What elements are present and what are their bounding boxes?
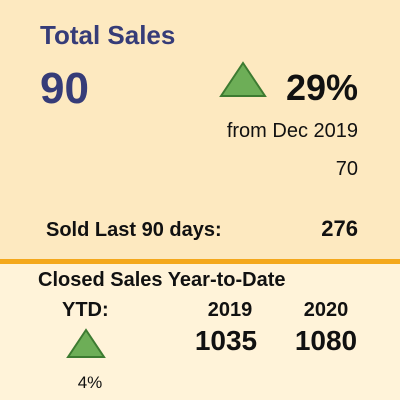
ytd-change: 4% [78,373,103,392]
year-label: 2019 [208,299,253,321]
year-value: 1080 [295,325,357,356]
ytd-label: YTD: [62,299,109,321]
up-arrow [219,61,267,97]
divider [0,259,400,264]
year-label: 2020 [304,299,349,321]
top-panel [0,0,400,262]
bottom-panel [0,264,400,400]
change: 29% [286,67,358,108]
title: Total Sales [40,20,175,50]
year-value: 1035 [195,325,257,356]
up-arrow [66,328,106,358]
last90-label: Sold Last 90 days: [46,219,222,241]
comparison: from Dec 2019 [227,120,358,142]
previous-value: 70 [336,158,358,180]
main-value: 90 [40,64,89,113]
ytd-title: Closed Sales Year-to-Date [38,269,286,291]
last90-value: 276 [321,216,358,241]
